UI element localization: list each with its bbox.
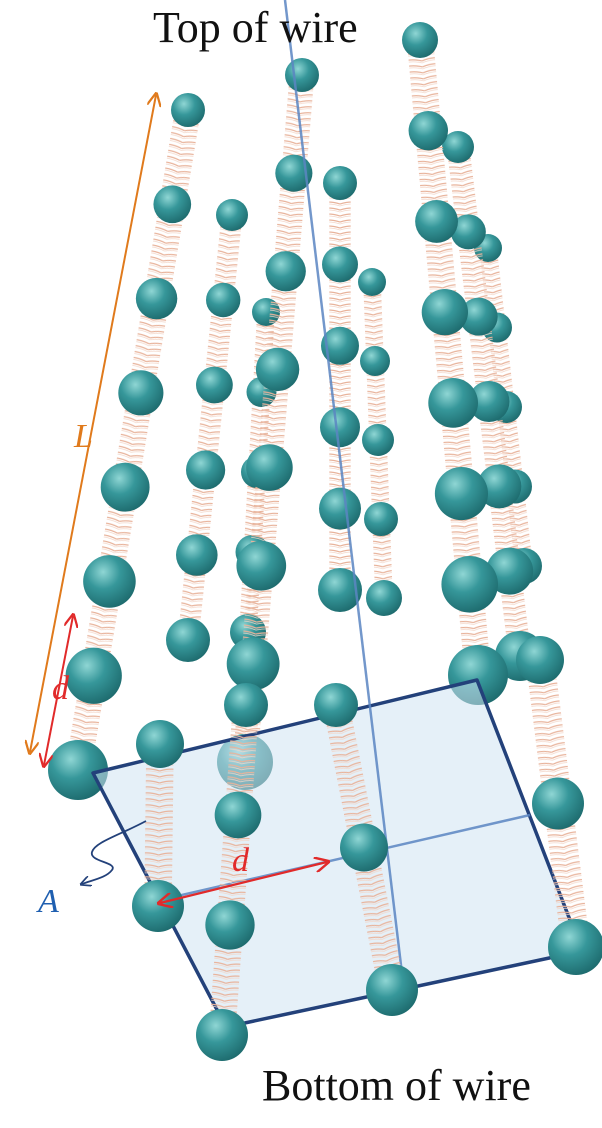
area-label: A <box>38 883 59 920</box>
atom <box>136 720 184 768</box>
atom <box>153 185 192 224</box>
atom <box>176 534 218 576</box>
atom <box>83 555 136 608</box>
atom <box>205 900 255 950</box>
atom <box>275 154 313 192</box>
atom <box>226 637 280 691</box>
atom <box>468 381 510 422</box>
atom <box>166 618 210 662</box>
atom-chain <box>196 683 268 1061</box>
atom <box>314 683 358 727</box>
atom <box>442 131 474 163</box>
atom <box>408 110 448 151</box>
atom <box>246 444 293 491</box>
atom-chain <box>48 93 205 800</box>
area-pointer <box>82 820 147 884</box>
atom-chain <box>358 268 402 616</box>
atom <box>132 880 184 932</box>
atom <box>428 378 478 428</box>
atom <box>532 777 584 830</box>
atom <box>186 450 226 490</box>
atom <box>366 580 402 616</box>
atom <box>322 246 358 283</box>
atom-chain <box>314 683 418 1016</box>
atom <box>421 289 468 336</box>
atom <box>216 199 248 231</box>
atom <box>441 556 499 613</box>
atom <box>206 282 241 318</box>
atom <box>285 58 319 92</box>
atom <box>477 464 522 509</box>
atom <box>320 407 360 448</box>
spring <box>329 183 351 590</box>
atom <box>321 326 359 365</box>
atom <box>323 166 357 200</box>
atom <box>100 462 150 512</box>
atom <box>459 297 498 336</box>
atom <box>358 268 386 296</box>
atom <box>135 277 178 320</box>
atom <box>362 424 394 456</box>
atom <box>364 502 398 536</box>
atom <box>402 22 438 58</box>
spring <box>177 213 243 642</box>
atom <box>196 366 233 404</box>
atom <box>360 346 390 376</box>
atom <box>255 347 300 392</box>
atom <box>366 964 418 1016</box>
top-of-wire-label: Top of wire <box>153 3 358 52</box>
atom <box>171 93 205 127</box>
horizontal-spacing-label: d <box>232 842 249 879</box>
atom <box>450 214 486 250</box>
length-label: L <box>74 418 93 455</box>
vertical-spacing-arrow <box>44 616 73 765</box>
atom <box>196 1009 248 1061</box>
atom <box>65 647 122 704</box>
atom <box>118 370 164 416</box>
atom <box>224 683 268 727</box>
bottom-of-wire-label: Bottom of wire <box>262 1061 531 1110</box>
spring <box>232 73 315 764</box>
atom <box>548 919 602 975</box>
atom-chain <box>516 636 602 975</box>
horizontal-spacing-arrow <box>160 862 327 903</box>
atom <box>415 200 459 243</box>
atom <box>236 540 287 591</box>
atom <box>318 568 362 612</box>
atom-chain <box>402 22 508 705</box>
atom <box>319 487 361 530</box>
atom-chain <box>318 166 362 612</box>
atom <box>340 823 388 872</box>
atom-chain <box>217 58 319 790</box>
atom <box>265 251 306 292</box>
atom <box>516 636 564 684</box>
atom <box>434 467 488 521</box>
atom <box>214 791 262 839</box>
atom-chain <box>166 199 248 662</box>
vertical-spacing-label: d <box>52 670 69 707</box>
